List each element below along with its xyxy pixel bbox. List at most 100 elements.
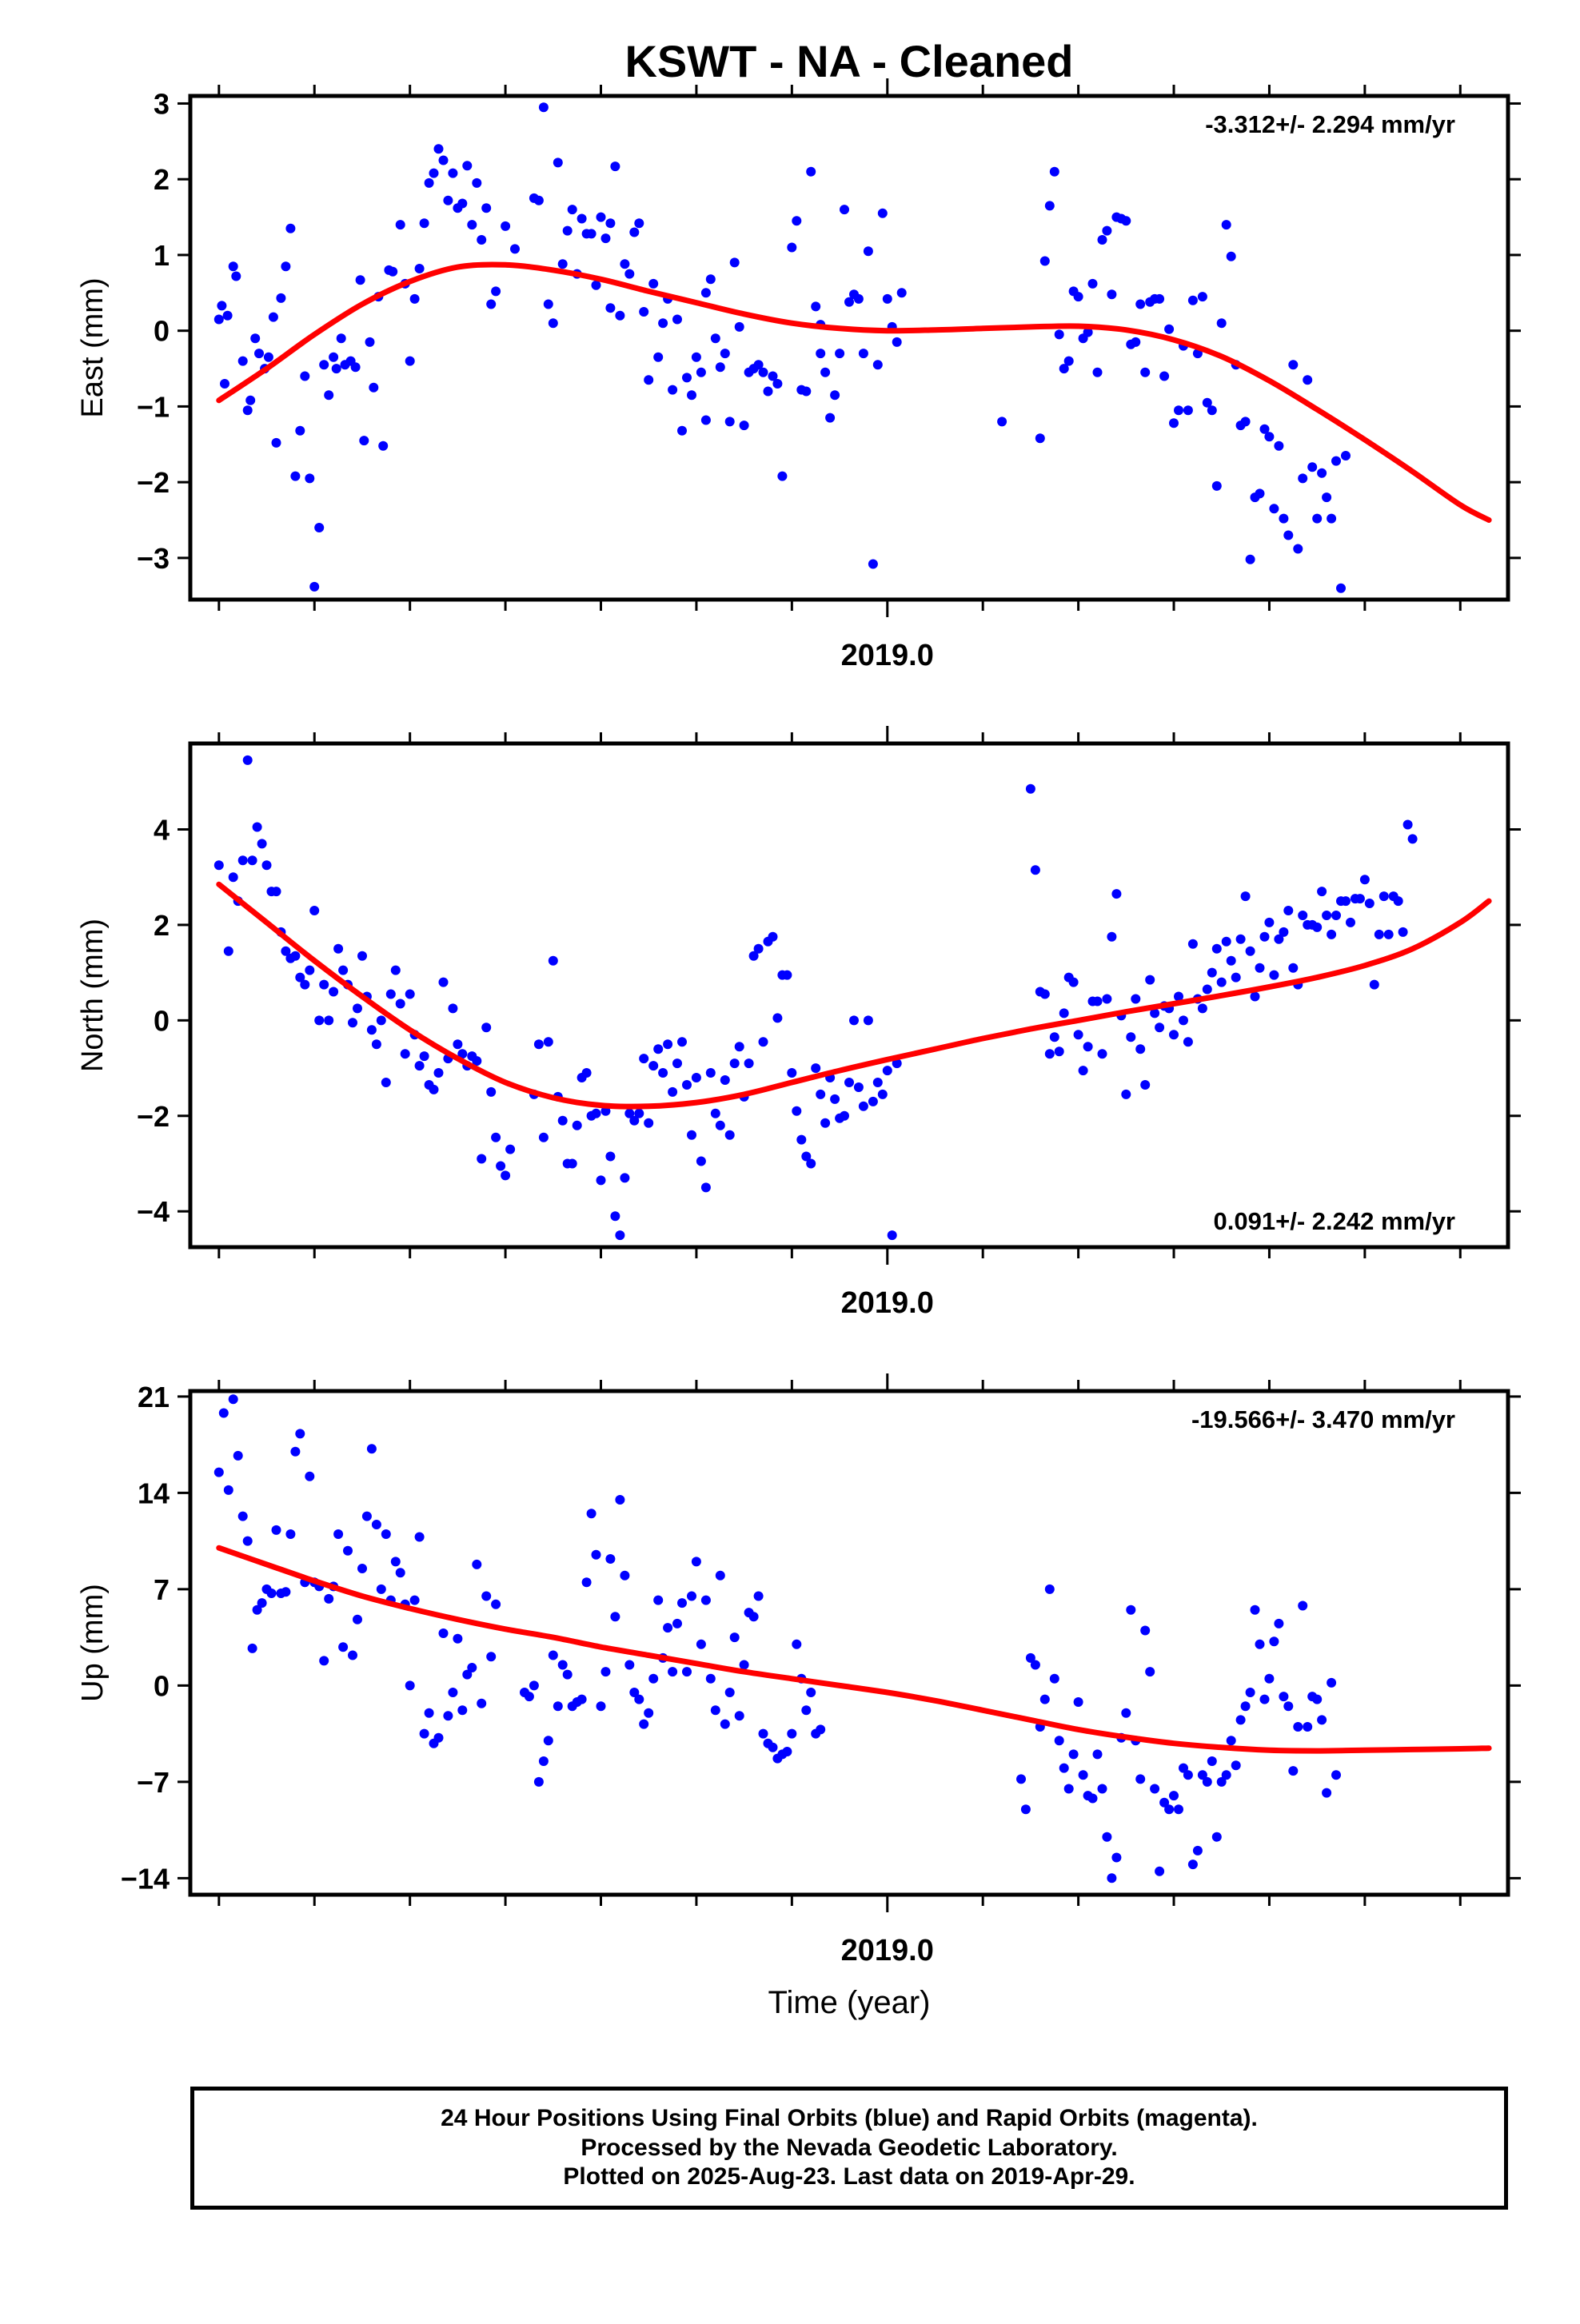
data-point xyxy=(840,1110,849,1121)
data-point xyxy=(371,1520,381,1529)
data-point xyxy=(1169,1030,1179,1040)
data-point xyxy=(629,227,640,237)
data-point xyxy=(596,1175,606,1186)
data-point xyxy=(486,1652,497,1662)
data-point xyxy=(629,1115,640,1126)
data-point xyxy=(285,223,296,233)
data-point xyxy=(218,1408,229,1418)
footer-line-2: Processed by the Nevada Geodetic Laborat… xyxy=(581,2134,1118,2161)
data-point xyxy=(1192,1845,1203,1856)
data-point xyxy=(268,312,278,322)
data-point xyxy=(1374,929,1384,939)
data-point xyxy=(1221,936,1231,947)
data-point xyxy=(1288,963,1299,973)
data-point xyxy=(281,946,291,956)
data-point xyxy=(538,1756,549,1766)
data-point xyxy=(1283,530,1294,540)
data-point xyxy=(600,1106,611,1116)
data-point xyxy=(653,1595,664,1605)
data-point xyxy=(252,1604,262,1615)
data-point xyxy=(1044,201,1055,211)
data-point xyxy=(1179,1015,1188,1026)
data-point xyxy=(1054,1046,1064,1057)
data-point xyxy=(853,293,864,304)
data-point xyxy=(700,288,711,298)
data-point xyxy=(543,1037,553,1047)
data-point xyxy=(266,1589,277,1598)
data-point xyxy=(501,221,511,231)
data-point xyxy=(1240,417,1251,427)
data-point xyxy=(1135,1044,1146,1054)
data-point xyxy=(529,1680,539,1691)
data-point xyxy=(1364,899,1375,908)
data-point xyxy=(896,288,907,298)
data-point xyxy=(348,1650,357,1660)
data-point xyxy=(242,405,253,416)
data-point xyxy=(672,1618,682,1628)
data-point xyxy=(768,371,778,381)
data-point xyxy=(687,1591,696,1601)
data-point xyxy=(772,1013,783,1023)
data-point xyxy=(1087,1793,1098,1804)
data-point xyxy=(1197,292,1207,302)
data-point xyxy=(663,1039,673,1050)
data-point xyxy=(290,951,301,961)
data-point xyxy=(634,218,644,229)
data-point xyxy=(263,352,273,362)
data-point xyxy=(1240,1701,1251,1712)
data-point xyxy=(305,473,315,484)
data-point xyxy=(806,166,816,177)
data-point xyxy=(1269,970,1279,980)
data-point xyxy=(591,1549,601,1560)
data-point xyxy=(720,349,730,359)
data-point xyxy=(562,225,573,236)
data-point xyxy=(858,1101,868,1111)
data-point xyxy=(1131,337,1141,347)
y-tick-label: 3 xyxy=(154,87,170,120)
data-point xyxy=(610,1612,620,1622)
data-point xyxy=(748,951,759,961)
data-point xyxy=(247,1643,257,1653)
data-point xyxy=(600,233,611,244)
data-point xyxy=(481,203,492,213)
data-point xyxy=(443,195,453,205)
data-point xyxy=(581,1068,592,1078)
y-axis-label: Up (mm) xyxy=(76,1584,110,1702)
data-point xyxy=(245,395,256,405)
data-point xyxy=(1307,462,1318,472)
data-point xyxy=(672,314,682,325)
data-point xyxy=(324,1015,334,1026)
data-point xyxy=(533,1776,544,1787)
data-point xyxy=(1317,1715,1327,1725)
data-point xyxy=(557,1660,568,1670)
data-point xyxy=(729,1058,740,1069)
data-point xyxy=(381,1529,391,1539)
data-point xyxy=(1341,896,1351,907)
data-point xyxy=(1073,292,1083,302)
data-point xyxy=(1336,583,1346,593)
data-point xyxy=(309,906,320,915)
data-point xyxy=(355,275,365,285)
data-point xyxy=(639,1719,649,1729)
data-point xyxy=(668,1086,678,1097)
data-point xyxy=(687,390,696,401)
data-point xyxy=(1259,1694,1270,1704)
data-point xyxy=(796,1134,807,1145)
data-point xyxy=(644,1118,654,1128)
data-point xyxy=(787,1728,797,1739)
data-point xyxy=(639,1054,649,1064)
data-point xyxy=(457,198,468,209)
data-point xyxy=(806,1158,816,1169)
y-tick-label: −4 xyxy=(137,1195,170,1228)
data-point xyxy=(792,1106,802,1116)
data-point xyxy=(1179,1763,1188,1773)
data-point xyxy=(1303,1722,1313,1732)
data-point xyxy=(1097,1049,1107,1059)
data-point xyxy=(1111,889,1122,899)
data-point xyxy=(424,177,434,188)
data-point xyxy=(1049,1032,1059,1042)
data-point xyxy=(1155,293,1165,304)
data-point xyxy=(772,379,783,389)
data-point xyxy=(724,1130,735,1140)
data-point xyxy=(1187,1860,1198,1870)
